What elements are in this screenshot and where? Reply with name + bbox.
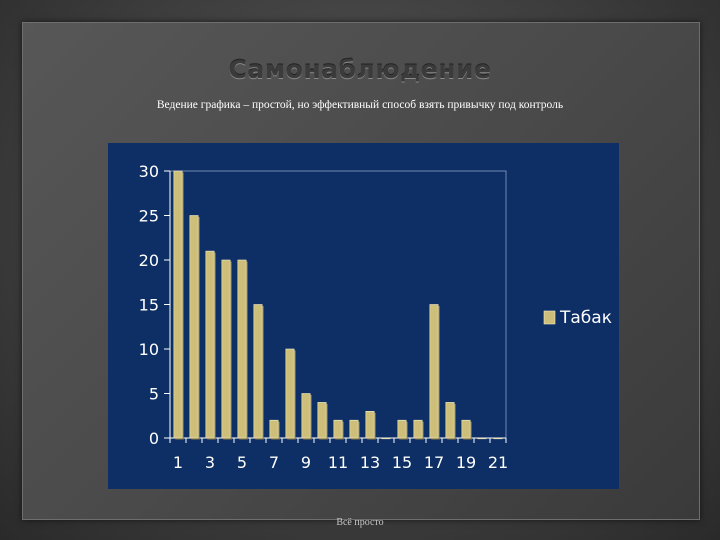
plot-area [169,170,507,439]
bar [205,250,215,439]
bar [253,304,263,439]
x-tick-label: 15 [392,453,412,472]
x-tick-label: 21 [488,453,508,472]
y-tick-label: 30 [139,162,159,181]
slide-title: Самонаблюдение [228,55,492,84]
bar [221,259,231,439]
slide-subtitle: Ведение графика – простой, но эффективны… [156,99,564,111]
slide-footer: Всё просто [336,517,384,528]
y-tick-label: 20 [139,251,159,270]
chart-panel: 0 5 10 15 20 25 30 1 3 5 7 9 11 13 15 17 19 21 Табак [108,143,619,489]
x-tick-label: 7 [269,453,279,472]
x-tick-label: 13 [360,453,380,472]
bar [173,170,183,439]
bar [445,402,455,439]
x-tick-label: 11 [328,453,348,472]
bar [381,437,391,440]
x-tick-label: 1 [173,453,183,472]
bar [413,419,423,439]
bar [333,419,343,439]
y-tick-label: 0 [149,429,159,448]
bar [461,419,471,439]
bar [397,419,407,439]
bar [477,437,487,440]
bar [317,402,327,439]
bar [429,304,439,439]
x-tick-label: 17 [424,453,444,472]
bar [269,419,279,439]
x-tick-label: 9 [301,453,311,472]
legend-swatch [543,310,556,325]
y-tick-label: 15 [139,296,159,315]
x-tick-label: 3 [205,453,215,472]
y-tick-label: 25 [139,207,159,226]
y-tick-label: 10 [139,340,159,359]
bar [493,437,503,440]
bar [349,419,359,439]
x-tick-label: 19 [456,453,476,472]
bar [285,348,295,439]
x-tick-label: 5 [237,453,247,472]
y-tick-label: 5 [149,385,159,404]
legend-label: Табак [559,308,612,328]
bar [301,393,311,439]
bar [189,215,199,439]
bar [237,259,247,439]
bar [365,410,375,439]
